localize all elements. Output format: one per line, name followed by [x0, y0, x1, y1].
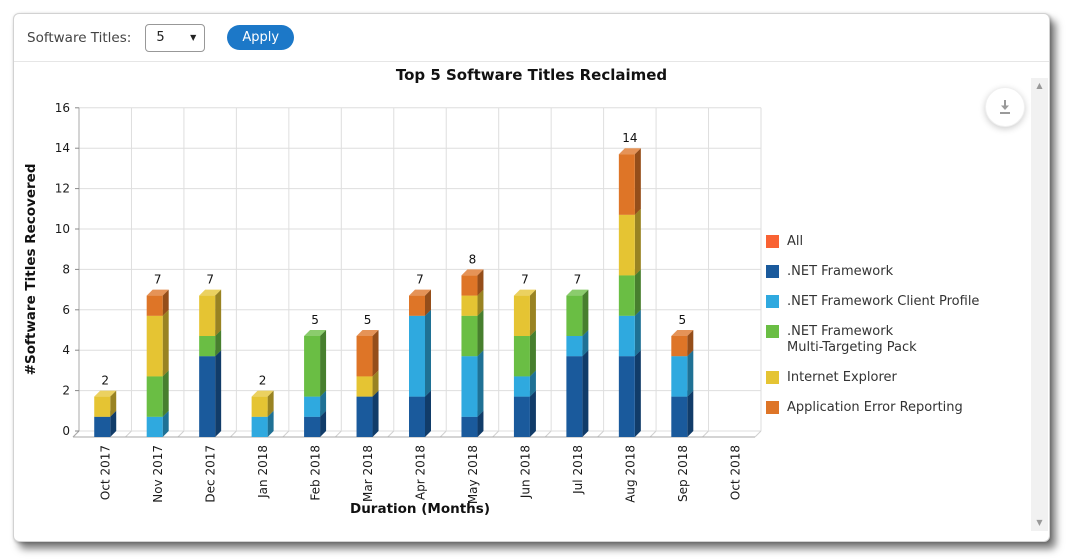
download-icon [1000, 100, 1010, 114]
legend-item[interactable]: .NET Framework Client Profile [766, 294, 979, 310]
software-titles-label: Software Titles: [27, 29, 132, 46]
svg-text:7: 7 [206, 273, 214, 287]
toolbar: Software Titles: 5 ▼ Apply [14, 14, 1049, 61]
svg-text:Dec 2017: Dec 2017 [204, 445, 218, 503]
svg-text:Feb 2018: Feb 2018 [309, 445, 323, 501]
svg-text:8: 8 [62, 262, 70, 276]
legend-label: .NET Framework [787, 264, 894, 279]
legend-item[interactable]: All [766, 234, 979, 250]
svg-text:5: 5 [364, 313, 372, 327]
svg-text:Duration (Months): Duration (Months) [350, 501, 490, 517]
legend-label: Application Error Reporting [787, 400, 963, 415]
svg-text:7: 7 [574, 273, 582, 287]
legend-swatch [766, 265, 779, 278]
legend-label: All [787, 234, 804, 249]
legend-swatch [766, 235, 779, 248]
svg-text:4: 4 [62, 343, 70, 357]
svg-text:12: 12 [55, 182, 70, 196]
svg-text:8: 8 [469, 252, 477, 266]
scroll-down-button[interactable]: ▼ [1036, 518, 1043, 527]
svg-text:5: 5 [678, 313, 686, 327]
svg-text:Apr 2018: Apr 2018 [414, 445, 428, 500]
svg-text:7: 7 [416, 273, 424, 287]
chart-legend: All .NET Framework .NET Framework Client P… [766, 234, 979, 416]
legend-item[interactable]: .NET Framework [766, 264, 979, 280]
legend-label: Internet Explorer [787, 370, 897, 385]
svg-text:10: 10 [55, 222, 70, 236]
svg-text:2: 2 [62, 384, 70, 398]
legend-item[interactable]: .NET Framework Multi-Targeting Pack [766, 324, 979, 356]
svg-text:May 2018: May 2018 [466, 445, 480, 504]
svg-text:0: 0 [62, 424, 70, 438]
legend-swatch [766, 401, 779, 414]
software-titles-select[interactable]: 5 ▼ [145, 23, 206, 52]
scroll-up-button[interactable]: ▲ [1036, 81, 1043, 90]
svg-text:14: 14 [622, 131, 637, 145]
svg-text:7: 7 [521, 273, 529, 287]
svg-text:2: 2 [259, 374, 267, 388]
svg-text:7: 7 [154, 273, 162, 287]
legend-item[interactable]: Internet Explorer [766, 370, 979, 386]
svg-text:Oct 2018: Oct 2018 [728, 445, 742, 500]
svg-text:Jun 2018: Jun 2018 [518, 445, 532, 499]
svg-text:#Software Titles Recovered: #Software Titles Recovered [23, 163, 39, 375]
svg-text:Jan 2018: Jan 2018 [256, 445, 270, 499]
vertical-scrollbar[interactable]: ▲ ▼ [1031, 78, 1048, 531]
legend-swatch [766, 371, 779, 384]
svg-text:Sep 2018: Sep 2018 [676, 445, 690, 502]
chart-panel: Software Titles: 5 ▼ Apply Top 5 Softwar… [13, 13, 1050, 542]
legend-label: .NET Framework Client Profile [787, 294, 980, 309]
svg-text:Oct 2017: Oct 2017 [99, 445, 113, 500]
legend-item[interactable]: Application Error Reporting [766, 400, 979, 416]
svg-text:6: 6 [62, 303, 70, 317]
svg-text:2: 2 [101, 374, 109, 388]
svg-text:Aug 2018: Aug 2018 [623, 445, 637, 503]
svg-text:Jul 2018: Jul 2018 [571, 445, 585, 495]
chart-region: Top 5 Software Titles Reclaimed 0 2 4 6 8 10 1… [14, 61, 1049, 541]
svg-text:Nov 2017: Nov 2017 [151, 445, 165, 503]
download-button[interactable] [985, 87, 1025, 127]
svg-text:Mar 2018: Mar 2018 [361, 445, 375, 502]
chevron-down-icon: ▼ [190, 33, 197, 42]
svg-text:14: 14 [55, 141, 70, 155]
chart-canvas: 0 2 4 6 8 10 12 14 16 2 Oct 2017 7 Nov 2017 7 Dec 2017… [23, 101, 762, 517]
legend-swatch [766, 295, 779, 308]
legend-swatch [766, 325, 779, 338]
software-titles-select-value: 5 [156, 30, 165, 45]
chart-title: Top 5 Software Titles Reclaimed [395, 66, 668, 84]
apply-button[interactable]: Apply [227, 25, 295, 50]
svg-text:16: 16 [55, 101, 70, 115]
svg-text:5: 5 [311, 313, 319, 327]
legend-label: .NET Framework Multi-Targeting Pack [787, 324, 917, 355]
